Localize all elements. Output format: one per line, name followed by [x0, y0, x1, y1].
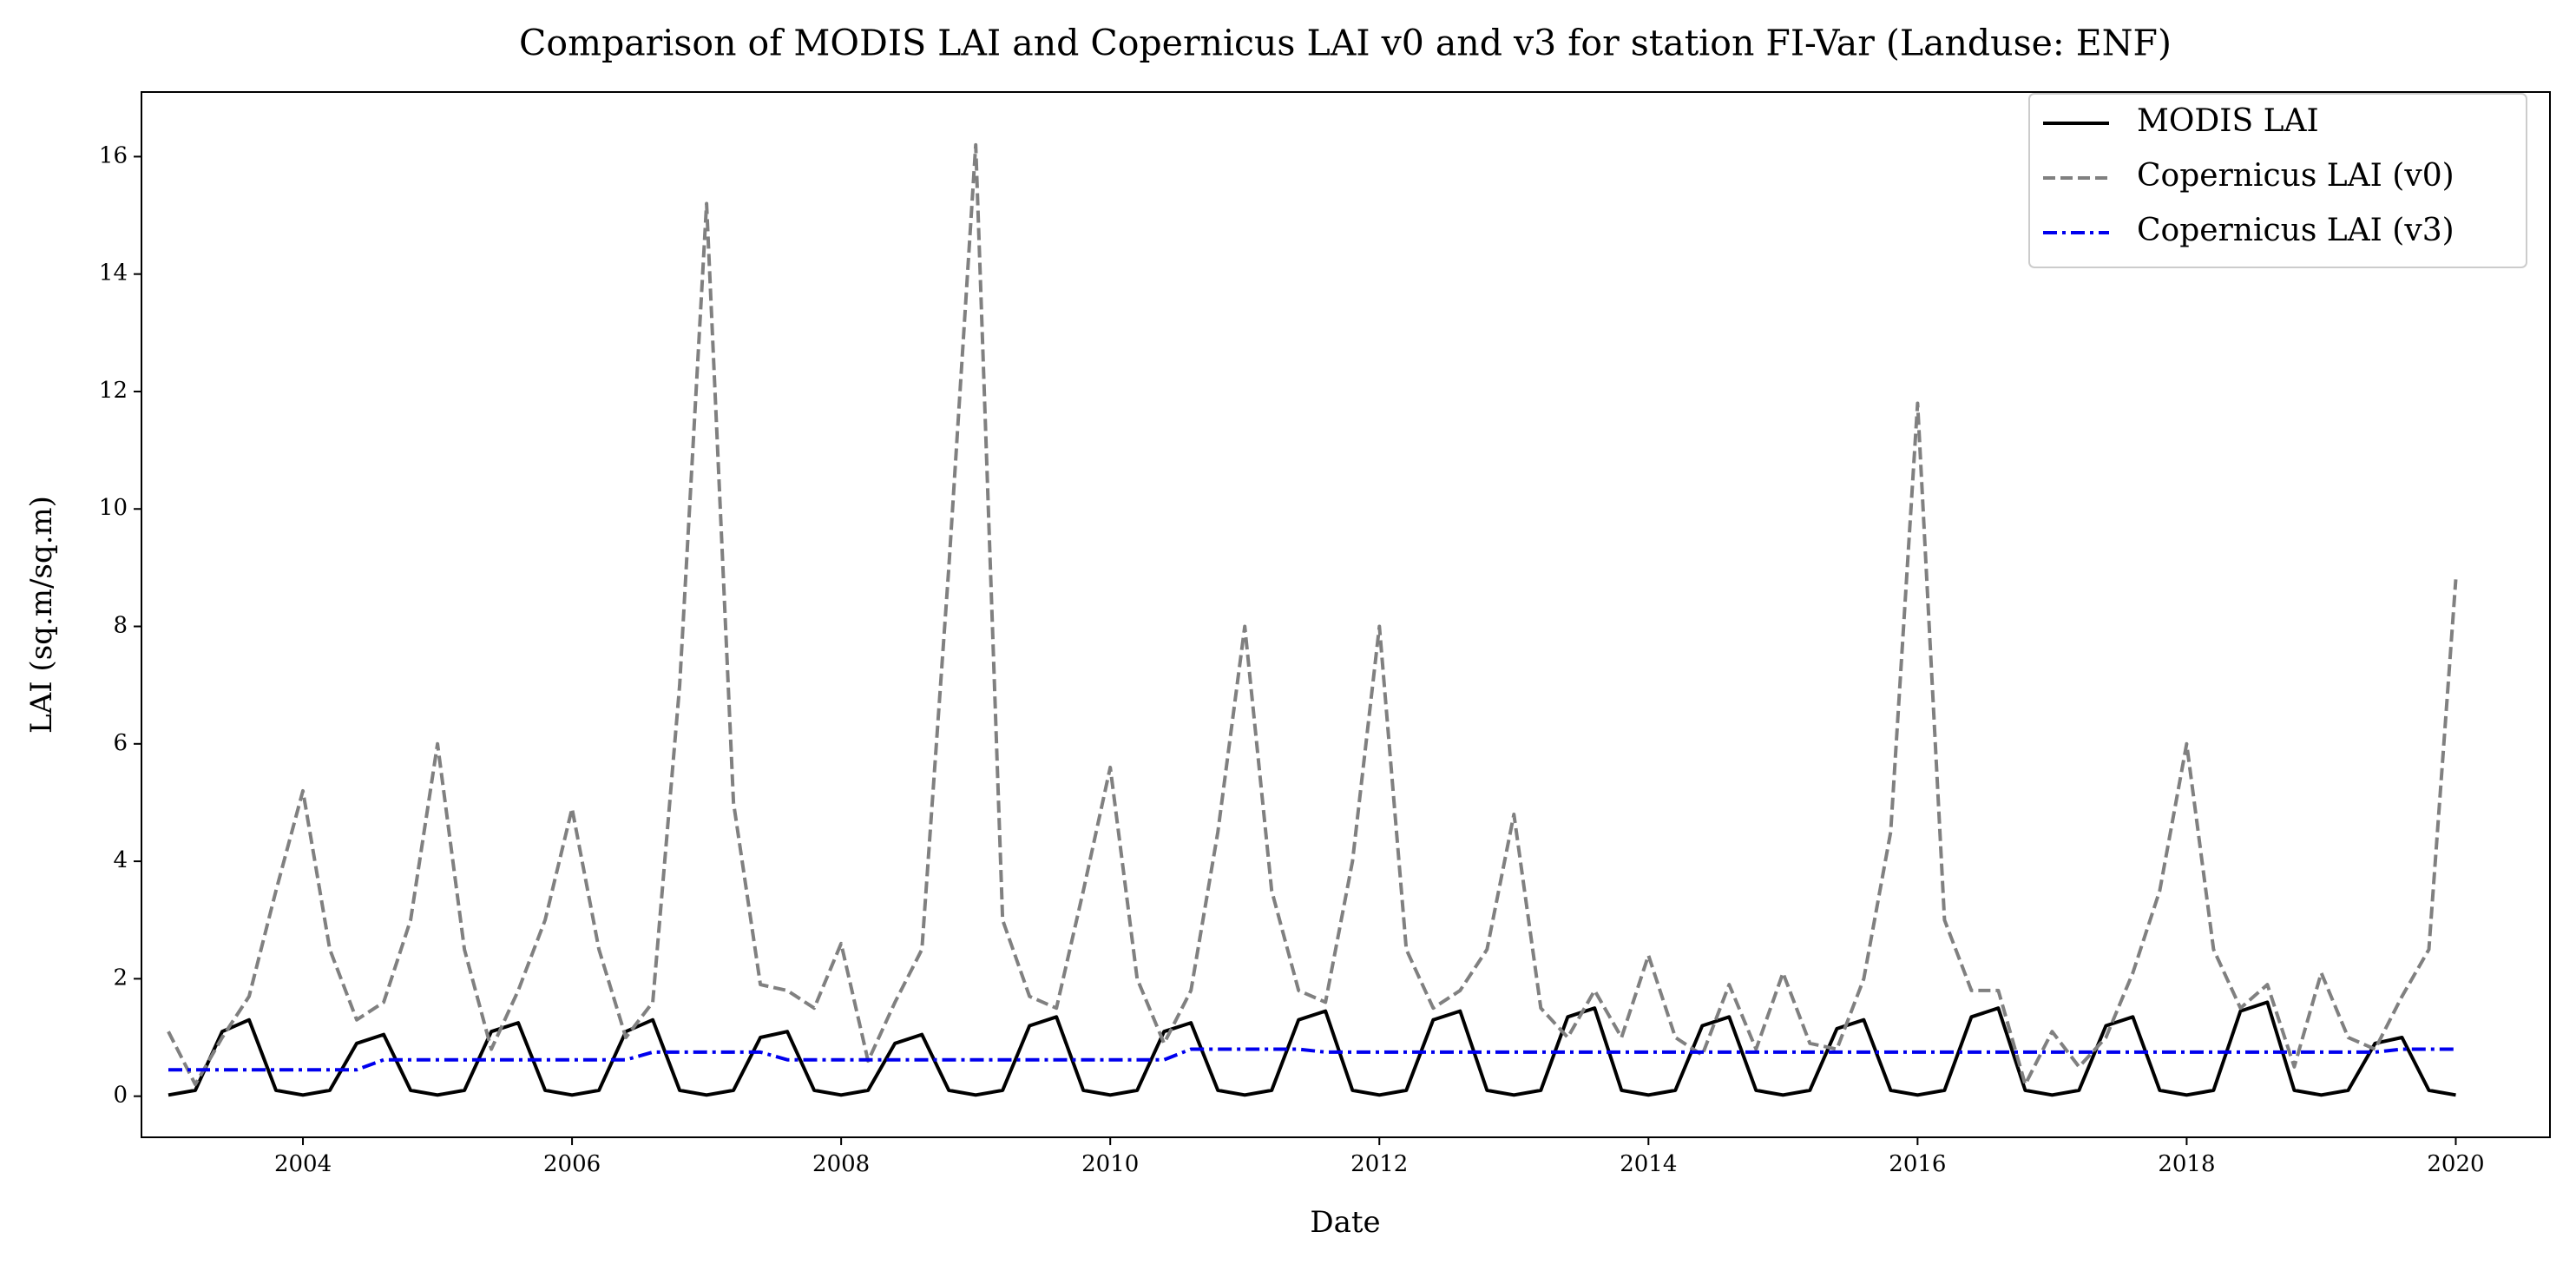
- x-tick-label: 2006: [543, 1151, 601, 1177]
- y-tick-label: 2: [113, 965, 128, 991]
- y-tick-label: 10: [99, 495, 128, 521]
- y-tick-label: 12: [99, 378, 128, 404]
- y-tick-label: 8: [113, 613, 128, 639]
- y-tick-label: 4: [113, 847, 128, 873]
- legend-label: Copernicus LAI (v3): [2137, 213, 2454, 248]
- y-tick-label: 16: [99, 142, 128, 168]
- y-tick-label: 0: [113, 1083, 128, 1109]
- data-line: [167, 142, 2458, 1087]
- x-tick-label: 2008: [812, 1151, 870, 1177]
- x-tick-label: 2020: [2427, 1151, 2484, 1177]
- x-tick-label: 2016: [1889, 1151, 1946, 1177]
- x-tick-label: 2004: [274, 1151, 332, 1177]
- x-tick-label: 2010: [1081, 1151, 1139, 1177]
- y-tick-label: 14: [99, 260, 128, 286]
- y-axis-label: LAI (sq.m/sq.m): [24, 496, 59, 734]
- data-line: [168, 1000, 2456, 1097]
- y-tick-label: 6: [113, 730, 128, 756]
- x-tick-label: 2014: [1620, 1151, 1677, 1177]
- chart-title: Comparison of MODIS LAI and Copernicus L…: [519, 23, 2172, 64]
- legend-box: [2028, 93, 2527, 268]
- x-tick-label: 2018: [2158, 1151, 2215, 1177]
- x-tick-label: 2012: [1350, 1151, 1408, 1177]
- legend-label: Copernicus LAI (v0): [2137, 158, 2454, 194]
- data-line: [168, 1047, 2456, 1072]
- x-axis-label: Date: [1310, 1205, 1380, 1240]
- plot-frame: [141, 91, 2551, 1138]
- legend-label: MODIS LAI: [2137, 103, 2319, 139]
